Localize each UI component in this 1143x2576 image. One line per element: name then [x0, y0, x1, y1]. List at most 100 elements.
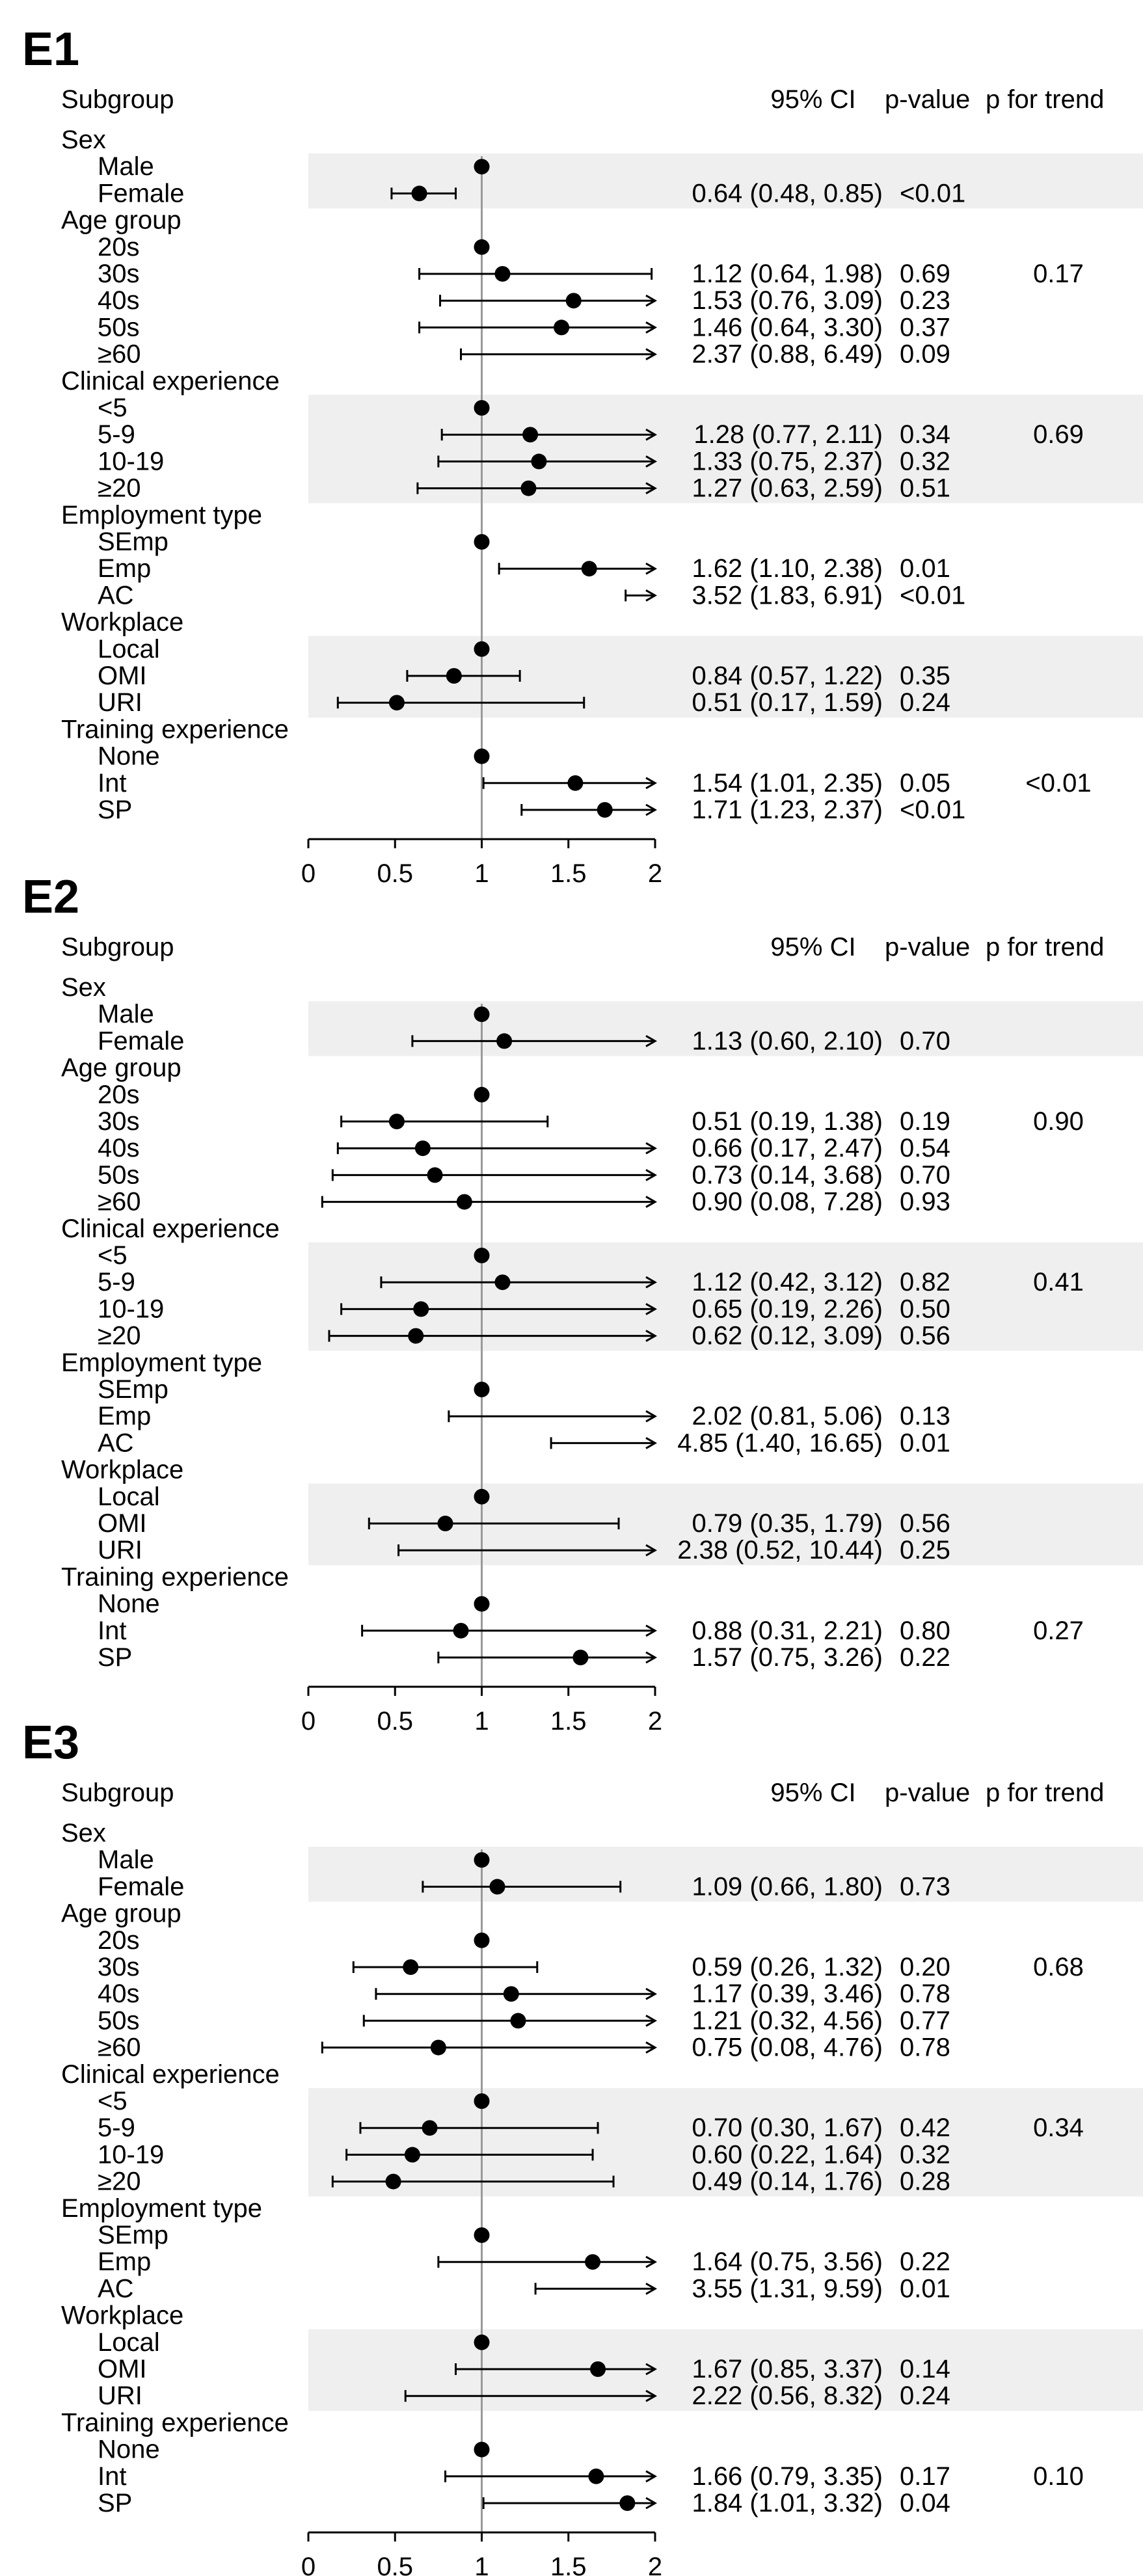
ci-value: 1.71 (1.23, 2.37)	[692, 796, 883, 824]
point-estimate	[456, 1194, 472, 1210]
p-value: 0.56	[900, 1509, 950, 1538]
p-value: <0.01	[900, 179, 965, 208]
subgroup-label: AC	[98, 2274, 134, 2303]
p-value: 0.04	[900, 2489, 950, 2517]
point-estimate	[414, 1140, 431, 1157]
ci-truncation-arrow	[645, 1651, 658, 1664]
group-shading-band	[308, 1001, 1143, 1056]
point-estimate	[388, 1114, 405, 1129]
x-tick-label: 1	[474, 1707, 489, 1736]
subgroup-label: <5	[98, 2087, 128, 2115]
subgroup-label: Female	[98, 1872, 184, 1901]
p-for-trend-value: 0.68	[1033, 1953, 1084, 1981]
reference-point	[474, 2093, 490, 2109]
p-value: 0.56	[900, 1322, 950, 1350]
subgroup-label: SP	[98, 1643, 132, 1672]
p-value: 0.23	[900, 286, 950, 315]
p-value: 0.78	[900, 1979, 950, 2008]
ci-value: 1.62 (1.10, 2.38)	[692, 554, 883, 583]
ci-value: 0.66 (0.17, 2.47)	[692, 1134, 883, 1162]
point-estimate	[510, 2013, 526, 2029]
ci-truncation-arrow	[645, 1330, 658, 1342]
ci-truncation-arrow	[645, 1624, 658, 1637]
ci-value: 0.65 (0.19, 2.26)	[692, 1295, 883, 1323]
ci-value: 4.85 (1.40, 16.65)	[677, 1429, 883, 1457]
subgroup-label: None	[98, 1590, 160, 1618]
p-value: 0.93	[900, 1188, 950, 1216]
ci-truncation-arrow	[645, 2015, 658, 2027]
p-value: <0.01	[900, 581, 965, 610]
point-estimate	[520, 480, 537, 496]
p-value: 0.82	[900, 1268, 950, 1296]
forest-panel-e1: E1 Subgroup 95% CI p-value p for trend SexMal…	[22, 23, 1143, 888]
point-estimate	[496, 1033, 513, 1049]
p-for-trend-value: 0.34	[1033, 2113, 1084, 2142]
ci-value: 2.37 (0.88, 6.49)	[692, 340, 883, 369]
ci-value: 0.51 (0.17, 1.59)	[692, 688, 883, 717]
ci-value: 1.33 (0.75, 2.37)	[692, 447, 883, 476]
point-estimate	[572, 1650, 589, 1665]
subgroup-label: URI	[98, 2381, 142, 2410]
subgroup-label: Local	[98, 2328, 160, 2357]
group-label: Employment type	[61, 501, 262, 530]
p-value: 0.05	[900, 769, 950, 798]
point-estimate	[427, 1167, 443, 1183]
x-tick-label: 1	[474, 2553, 489, 2576]
header-p-value: p-value	[885, 85, 970, 114]
header-p-for-trend: p for trend	[986, 85, 1104, 114]
point-estimate	[453, 1622, 469, 1639]
point-estimate	[446, 668, 462, 684]
subgroup-label: ≥60	[98, 340, 141, 369]
subgroup-label: Emp	[98, 1402, 151, 1430]
ci-value: 2.02 (0.81, 5.06)	[692, 1402, 883, 1430]
group-label: Clinical experience	[61, 367, 280, 396]
group-label: Workplace	[61, 1456, 183, 1484]
subgroup-label: OMI	[98, 1509, 147, 1538]
ci-truncation-arrow	[645, 803, 658, 816]
p-for-trend-value: 0.10	[1033, 2462, 1084, 2491]
subgroup-label: 30s	[98, 1953, 140, 1981]
point-estimate	[408, 1328, 424, 1344]
ci-value: 2.38 (0.52, 10.44)	[677, 1536, 883, 1564]
reference-point	[474, 1596, 490, 1612]
p-value: 0.13	[900, 1402, 950, 1430]
ci-truncation-arrow	[645, 1987, 658, 2000]
ci-value: 0.79 (0.35, 1.79)	[692, 1509, 883, 1538]
ci-truncation-arrow	[645, 2389, 658, 2402]
group-shading-band	[308, 394, 1143, 503]
header-subgroup: Subgroup	[61, 1778, 174, 1807]
header-subgroup: Subgroup	[61, 85, 174, 114]
ci-value: 0.88 (0.31, 2.21)	[692, 1617, 883, 1645]
forest-panel-e3: E3 Subgroup 95% CI p-value p for trend SexMal…	[22, 1717, 1143, 2576]
ci-truncation-arrow	[645, 1437, 658, 1449]
p-value: 0.17	[900, 2462, 950, 2491]
header-95ci: 95% CI	[770, 1778, 855, 1807]
ci-value: 1.12 (0.64, 1.98)	[692, 260, 883, 288]
point-estimate	[404, 2147, 420, 2163]
subgroup-label: AC	[98, 1429, 134, 1457]
ci-truncation-arrow	[645, 2255, 658, 2268]
point-estimate	[489, 1879, 505, 1895]
x-tick-label: 0.5	[377, 859, 413, 888]
panel-label: E1	[22, 23, 79, 75]
header-p-for-trend: p for trend	[986, 933, 1104, 961]
group-shading-band	[308, 1242, 1143, 1351]
subgroup-label: 5-9	[98, 1268, 135, 1296]
p-value: 0.51	[900, 474, 950, 503]
p-value: 0.19	[900, 1107, 950, 1136]
p-for-trend-value: 0.41	[1033, 1268, 1084, 1296]
subgroup-label: Male	[98, 1000, 154, 1028]
subgroup-label: ≥60	[98, 1188, 141, 1216]
reference-point	[474, 1248, 490, 1263]
ci-value: 1.09 (0.66, 1.80)	[692, 1872, 883, 1901]
reference-point	[474, 1488, 490, 1505]
p-value: 0.20	[900, 1953, 950, 1981]
ci-truncation-arrow	[645, 1544, 658, 1557]
p-value: 0.70	[900, 1026, 950, 1055]
header-95ci: 95% CI	[770, 85, 855, 114]
forest-panel-e2: E2 Subgroup 95% CI p-value p for trend SexMal…	[22, 871, 1143, 1736]
ci-value: 1.84 (1.01, 3.32)	[692, 2489, 883, 2517]
subgroup-label: 40s	[98, 1979, 140, 2008]
group-label: Clinical experience	[61, 2060, 280, 2089]
